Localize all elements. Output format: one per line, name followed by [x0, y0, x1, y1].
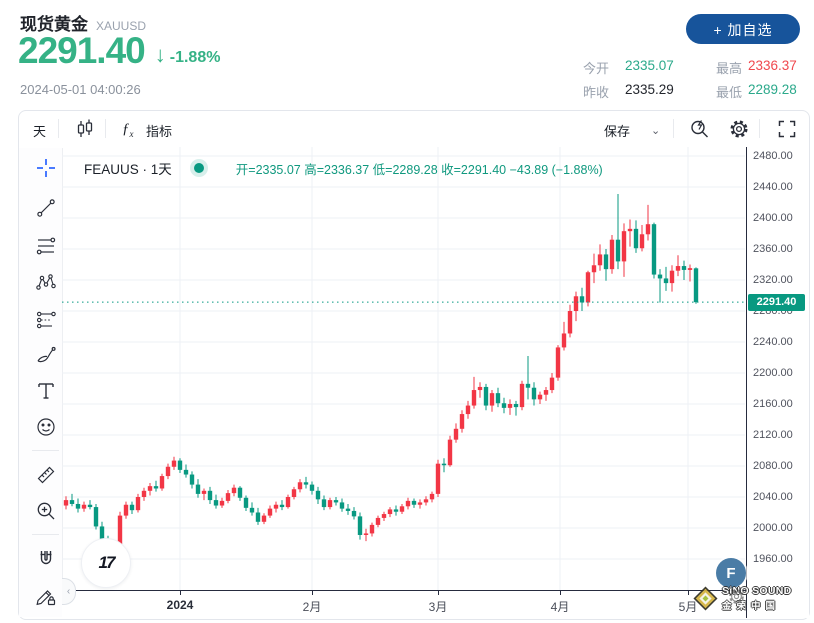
time-tick-label: 5月: [678, 600, 698, 614]
stat-prevclose-label: 昨收: [583, 85, 610, 100]
legend-ohlc-values: 开=2335.07 高=2336.37 低=2289.28 收=2291.40 …: [235, 162, 603, 177]
indicators-button[interactable]: 指标: [146, 124, 173, 139]
save-button[interactable]: 保存: [604, 124, 631, 139]
price-row: 2291.40 ↓ -1.88%: [18, 31, 220, 71]
measure-ruler-tool-icon[interactable]: [35, 464, 57, 486]
stat-high-label: 最高: [716, 61, 743, 76]
drawing-lock-tool-icon[interactable]: [35, 585, 57, 607]
stat-low-label: 最低: [716, 85, 743, 100]
quote-timestamp: 2024-05-01 04:00:26: [20, 82, 141, 97]
chart-card: [18, 110, 810, 620]
settings-gear-icon[interactable]: [728, 118, 750, 140]
market-status-dot-icon: [193, 163, 204, 173]
brand-watermark: SiNO SOUND 金荣中国: [692, 585, 792, 612]
toolbar-separator: [673, 119, 674, 138]
price-tick-label: 2160.00: [753, 398, 793, 410]
price-tick-label: 2480.00: [753, 150, 793, 162]
price-axis[interactable]: 2480.00 2440.00 2400.00 2360.00 2320.00 2280.…: [746, 147, 809, 618]
zoom-in-tool-icon[interactable]: [35, 500, 57, 522]
watermark-gear-icon: [729, 589, 744, 604]
price-tick-label: 2360.00: [753, 243, 793, 255]
long-position-tool-icon[interactable]: [35, 309, 57, 331]
price-tick-label: 2440.00: [753, 181, 793, 193]
floating-f-badge[interactable]: F: [716, 558, 746, 588]
toolbar-divider: [32, 450, 59, 451]
brand-name-cn: 金荣中国: [722, 601, 781, 612]
stat-open-value: 2335.07: [625, 58, 674, 73]
quick-search-icon[interactable]: [689, 118, 711, 140]
price-tick-label: 2080.00: [753, 460, 793, 472]
stat-prevclose-value: 2335.29: [625, 82, 674, 97]
crosshair-tool-icon[interactable]: [35, 157, 57, 179]
price-tick-label: 2400.00: [753, 212, 793, 224]
fx-icon[interactable]: ƒx: [122, 121, 134, 139]
chart-style-candles-button[interactable]: [74, 118, 96, 140]
add-watchlist-button[interactable]: + 加自选: [686, 14, 800, 44]
brush-tool-icon[interactable]: [35, 345, 57, 367]
time-tick-label: 3月: [428, 600, 448, 614]
price-tick-label: 2320.00: [753, 274, 793, 286]
stat-high-value: 2336.37: [748, 58, 797, 73]
time-axis[interactable]: 2024 2月 3月 4月 5月: [62, 590, 746, 619]
xabcd-pattern-tool-icon[interactable]: [35, 272, 57, 294]
drawing-toolbar: [19, 148, 63, 617]
price-tick-label: 2000.00: [753, 522, 793, 534]
current-price-tag: 2291.40: [748, 293, 805, 311]
time-tick: [560, 591, 561, 595]
price-tick-label: 1960.00: [753, 553, 793, 565]
instrument-title: 现货黄金 XAUUSD: [20, 10, 146, 35]
toolbar-divider: [32, 534, 59, 535]
trend-line-tool-icon[interactable]: [35, 197, 57, 219]
change-percent: -1.88%: [169, 49, 221, 66]
chevron-down-icon[interactable]: ⌄: [651, 125, 661, 137]
fib-retracement-tool-icon[interactable]: [35, 235, 57, 257]
down-arrow-icon: ↓: [154, 42, 166, 67]
time-tick: [180, 591, 181, 595]
price-tick-label: 2200.00: [753, 367, 793, 379]
stat-open-label: 今开: [583, 61, 610, 76]
toolbar-separator: [105, 119, 106, 138]
toolbar-separator: [759, 119, 760, 138]
text-tool-icon[interactable]: [35, 380, 57, 402]
time-tick-label: 2月: [302, 600, 322, 614]
toolbar-separator: [58, 119, 59, 138]
time-tick: [438, 591, 439, 595]
price-tick-label: 2040.00: [753, 491, 793, 503]
price-tick-label: 2120.00: [753, 429, 793, 441]
brand-name-en: SiNO SOUND: [722, 585, 792, 597]
candlestick-chart-pane[interactable]: [62, 147, 745, 590]
time-tick: [312, 591, 313, 595]
tradingview-logo-icon[interactable]: 17: [81, 538, 131, 588]
magnet-tool-icon[interactable]: [35, 548, 57, 570]
interval-button[interactable]: 天: [33, 124, 47, 139]
chevron-left-icon: ‹: [66, 586, 71, 597]
fullscreen-icon[interactable]: [776, 118, 798, 140]
time-tick: [688, 591, 689, 595]
instrument-symbol: XAUUSD: [96, 19, 147, 33]
legend-symbol-interval: FEAUUS · 1天: [84, 162, 172, 177]
stat-low-value: 2289.28: [748, 82, 797, 97]
chart-legend: FEAUUS · 1天 开=2335.07 高=2336.37 低=2289.2…: [84, 158, 603, 178]
price-tick-label: 2240.00: [753, 336, 793, 348]
emoji-tool-icon[interactable]: [35, 416, 57, 438]
time-tick-label: 4月: [550, 600, 570, 614]
instrument-name: 现货黄金: [20, 15, 88, 34]
last-price: 2291.40: [18, 30, 146, 71]
time-tick-label: 2024: [166, 598, 194, 612]
diamond-logo-icon: [693, 586, 718, 611]
